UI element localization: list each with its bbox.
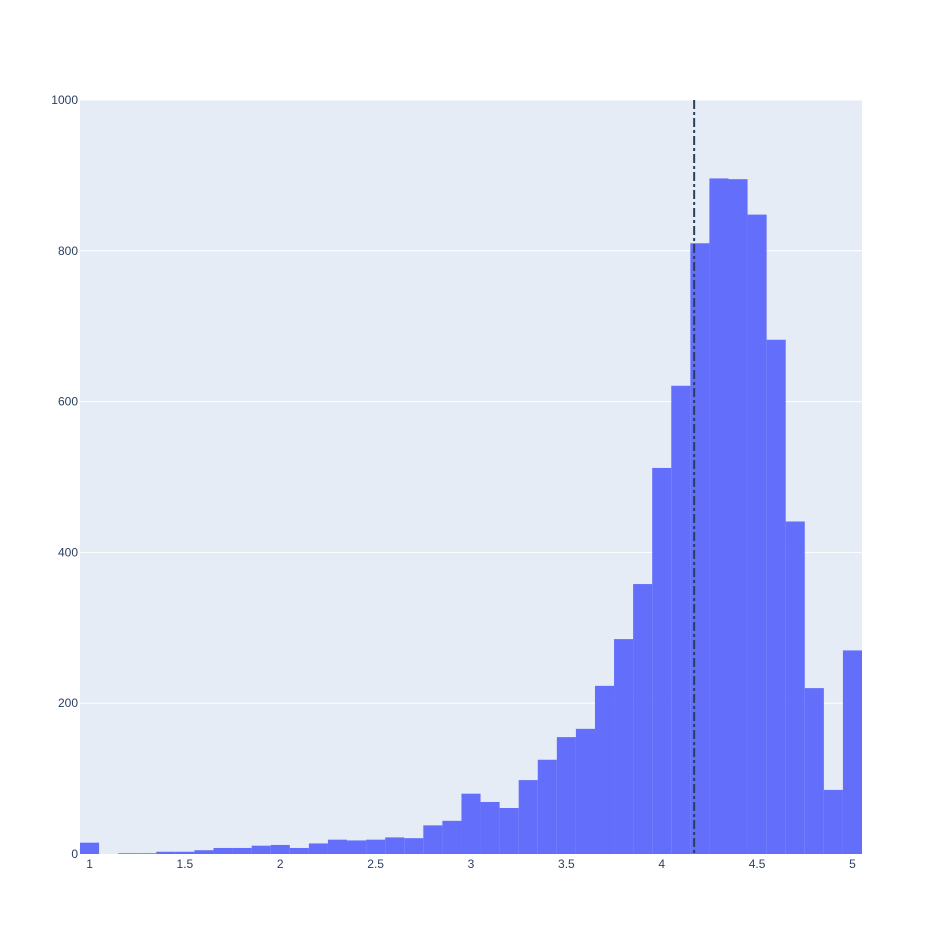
x-tick-label: 2.5 <box>367 857 384 871</box>
histogram-bar <box>289 847 309 854</box>
histogram-bar <box>270 844 290 854</box>
histogram-bar <box>537 759 557 854</box>
histogram-bar <box>461 793 481 854</box>
histogram-bar <box>785 521 805 854</box>
x-tick-label: 5 <box>849 857 856 871</box>
histogram-bar <box>728 179 748 855</box>
histogram-bar <box>442 820 462 854</box>
y-axis-ticks: 0 200 400 600 800 1000 <box>51 93 78 861</box>
x-axis-ticks: 1 1.5 2 2.5 3 3.5 4 4.5 5 <box>86 857 856 871</box>
histogram-bar <box>671 385 691 854</box>
histogram-bar <box>385 837 405 854</box>
histogram-bar <box>118 853 138 854</box>
histogram-bar <box>842 650 862 854</box>
y-tick-label: 400 <box>58 545 78 559</box>
histogram-bar <box>156 851 176 854</box>
histogram-bar <box>213 847 233 854</box>
histogram-bar <box>747 214 767 854</box>
histogram-bar <box>614 639 634 854</box>
histogram-bar <box>709 178 729 854</box>
histogram-bar <box>804 688 824 854</box>
y-tick-label: 600 <box>58 395 78 409</box>
histogram-bar <box>194 850 214 854</box>
x-tick-label: 4.5 <box>749 857 766 871</box>
histogram-bar <box>652 467 672 854</box>
histogram-bar <box>175 851 195 854</box>
histogram-bar <box>327 839 348 854</box>
histogram-bar <box>594 685 615 854</box>
histogram-bar <box>137 853 157 854</box>
x-tick-label: 3.5 <box>558 857 575 871</box>
histogram-bar <box>633 584 653 854</box>
histogram-bar <box>423 825 443 854</box>
histogram-bar <box>404 838 424 854</box>
x-tick-label: 3 <box>468 857 475 871</box>
histogram-bar <box>366 839 386 854</box>
y-tick-label: 1000 <box>51 93 78 107</box>
histogram-bar <box>766 339 786 855</box>
x-tick-label: 1 <box>86 857 93 871</box>
y-tick-label: 800 <box>58 244 78 258</box>
histogram-bar <box>347 840 367 854</box>
histogram-bar <box>251 845 271 854</box>
y-tick-label: 200 <box>58 696 78 710</box>
y-tick-label: 0 <box>71 847 78 861</box>
histogram-bar <box>556 737 576 854</box>
x-tick-label: 2 <box>277 857 284 871</box>
x-tick-label: 1.5 <box>177 857 194 871</box>
histogram-bar <box>308 843 328 854</box>
x-tick-label: 4 <box>658 857 665 871</box>
histogram-bar <box>480 801 500 854</box>
histogram-bar <box>823 789 843 854</box>
histogram-bar <box>499 808 519 854</box>
histogram-bar <box>232 847 252 854</box>
histogram-bar <box>575 728 595 854</box>
histogram-bar <box>518 780 538 854</box>
histogram-bar <box>80 842 100 854</box>
